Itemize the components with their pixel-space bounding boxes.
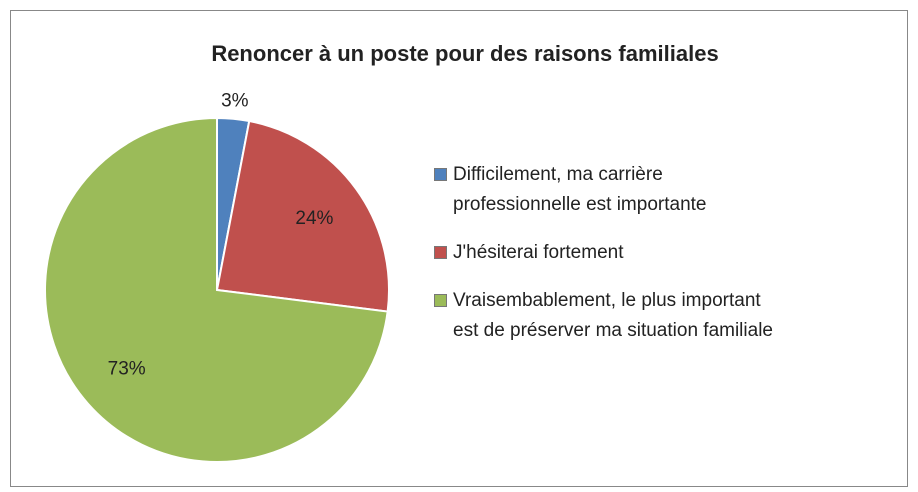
legend-swatch (434, 246, 447, 259)
legend-label: J'hésiterai fortement (453, 242, 624, 263)
data-label: 3% (221, 91, 249, 112)
legend-label: Difficilement, ma carrière professionnel… (453, 164, 707, 215)
legend-swatch (434, 294, 447, 307)
chart-title: Renoncer à un poste pour des raisons fam… (211, 41, 718, 66)
data-label: 73% (108, 359, 146, 380)
legend-item: Vraisembablement, le plus important est … (434, 286, 904, 346)
legend-item: J'hésiterai fortement (434, 238, 904, 268)
pie-slice (215, 119, 390, 313)
legend: Difficilement, ma carrière professionnel… (434, 160, 904, 364)
data-label: 24% (295, 208, 333, 229)
legend-item: Difficilement, ma carrière professionnel… (434, 160, 904, 220)
legend-swatch (434, 168, 447, 181)
pie-slice (44, 116, 389, 463)
legend-label: Vraisembablement, le plus important est … (453, 290, 773, 341)
